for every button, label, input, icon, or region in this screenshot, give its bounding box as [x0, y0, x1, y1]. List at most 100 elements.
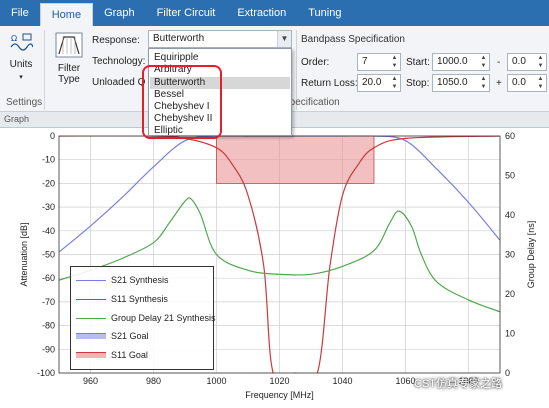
dropdown-option-elliptic[interactable]: Elliptic [154, 125, 183, 136]
y2-tick-label: 60 [505, 131, 515, 141]
highlight-annotation [142, 65, 222, 139]
dropdown-option-chebyshev-2[interactable]: Chebyshev II [154, 113, 213, 124]
s11-goal-region [216, 135, 375, 184]
chevron-down-icon[interactable]: ▼ [277, 31, 291, 47]
s11-synthesis-line [59, 136, 500, 373]
y-tick-label: -20 [42, 178, 55, 188]
legend-swatch-s11 [76, 299, 106, 300]
y-tick-label: -50 [42, 250, 55, 260]
offset2-value: 0.0 [512, 77, 526, 88]
x-tick-label: 1060 [395, 376, 415, 386]
spin-arrows-icon[interactable]: ▲ ▼ [537, 76, 544, 90]
legend-label-s21: S21 Synthesis [111, 275, 169, 285]
stop-value: 1050.0 [437, 77, 468, 88]
bandpass-spec-header: Bandpass Specification [301, 34, 405, 45]
y-tick-label: -30 [42, 202, 55, 212]
y-axis-label: Attenuation [dB] [19, 222, 29, 286]
dropdown-option-equiripple[interactable]: Equiripple [154, 52, 199, 63]
x-tick-label: 1000 [206, 376, 226, 386]
legend-swatch-s11-goal [76, 352, 106, 358]
tab-filter-circuit[interactable]: Filter Circuit [156, 7, 216, 19]
y-tick-label: -10 [42, 155, 55, 165]
start-label: Start: [406, 57, 430, 68]
offset1-value: 0.0 [512, 56, 526, 67]
legend-label-s11: S11 Synthesis [111, 294, 168, 304]
offset1-spinner[interactable]: 0.0 ▲ ▼ [507, 53, 547, 71]
s21-synthesis-line [59, 136, 500, 253]
y-tick-label: -80 [42, 321, 55, 331]
y-tick-label: -100 [37, 368, 55, 378]
x-tick-label: 1040 [332, 376, 352, 386]
order-spinner[interactable]: 7 ▲ ▼ [357, 53, 401, 71]
start-spinner[interactable]: 1000.0 ▲ ▼ [432, 53, 490, 71]
y2-tick-label: 50 [505, 171, 515, 181]
legend-swatch-s21-goal [76, 333, 106, 339]
units-button[interactable]: Ω Units ▾ [4, 32, 38, 83]
chevron-down-icon: ▾ [19, 74, 23, 81]
spin-arrows-icon[interactable]: ▲ ▼ [480, 55, 487, 69]
spin-arrows-icon[interactable]: ▲ ▼ [480, 76, 487, 90]
svg-text:Ω: Ω [11, 34, 17, 43]
tab-graph[interactable]: Graph [104, 7, 135, 19]
offset2-spinner[interactable]: 0.0 ▲ ▼ [507, 74, 547, 92]
units-label: Units [9, 59, 33, 70]
response-select[interactable]: Butterworth ▼ [148, 30, 292, 48]
dropdown-option-butterworth[interactable]: Butterworth [154, 77, 206, 88]
separator [44, 30, 45, 110]
ribbon: Ω Units ▾ Filter Type Response: Butterwo… [0, 26, 549, 112]
watermark: CST仿真专家之路 [414, 378, 502, 390]
return-loss-spinner[interactable]: 20.0 ▲ ▼ [357, 74, 401, 92]
units-icon: Ω [10, 33, 34, 51]
order-label: Order: [301, 57, 330, 68]
legend-label-s21-goal: S21 Goal [111, 331, 149, 341]
spin-arrows-icon[interactable]: ▲ ▼ [391, 55, 398, 69]
y-tick-label: -60 [42, 273, 55, 283]
y-tick-label: -70 [42, 297, 55, 307]
offset1-sign: - [497, 57, 501, 68]
technology-label: Technology: [92, 56, 146, 67]
chart-legend: S21 Synthesis S11 Synthesis Group Delay … [70, 266, 216, 370]
spin-arrows-icon[interactable]: ▲ ▼ [537, 55, 544, 69]
y2-tick-label: 0 [505, 368, 510, 378]
dropdown-option-arbitrary[interactable]: Arbitrary [154, 64, 192, 75]
tab-file[interactable]: File [11, 7, 29, 19]
settings-group-label: Settings [6, 97, 43, 108]
stop-spinner[interactable]: 1050.0 ▲ ▼ [432, 74, 490, 92]
specification-group-label: Specification [283, 97, 340, 108]
filter-type-button[interactable]: Filter Type [50, 32, 88, 85]
return-loss-value: 20.0 [362, 77, 382, 88]
order-value: 7 [362, 56, 368, 67]
unloaded-q-label: Unloaded Q [92, 77, 146, 88]
legend-label-s11-goal: S11 Goal [111, 350, 148, 360]
response-value: Butterworth [153, 33, 205, 44]
return-loss-label: Return Loss: [301, 78, 358, 89]
legend-swatch-gd21 [76, 318, 106, 319]
group-delay-21-line [59, 197, 500, 313]
separator [296, 30, 297, 110]
y2-tick-label: 10 [505, 329, 515, 339]
tab-home[interactable]: Home [39, 3, 94, 26]
x-tick-label: 980 [146, 376, 161, 386]
spin-arrows-icon[interactable]: ▲ ▼ [391, 76, 398, 90]
filter-type-icon [55, 32, 83, 58]
tab-tuning[interactable]: Tuning [308, 7, 342, 19]
x-tick-label: 1080 [458, 376, 478, 386]
plot-frame [58, 135, 501, 374]
legend-swatch-s21 [76, 280, 106, 281]
legend-label-gd21: Group Delay 21 Synthesis [111, 313, 216, 323]
graph-group-label: Graph [4, 114, 30, 124]
y2-tick-label: 20 [505, 289, 515, 299]
y-tick-label: -40 [42, 226, 55, 236]
y2-tick-label: 30 [505, 250, 515, 260]
y-tick-label: -90 [42, 344, 55, 354]
start-value: 1000.0 [437, 56, 468, 67]
dropdown-option-chebyshev-1[interactable]: Chebyshev I [154, 101, 210, 112]
dropdown-option-bessel[interactable]: Bessel [154, 89, 185, 100]
offset2-sign: + [496, 78, 502, 89]
menu-bar: File Home Graph Filter Circuit Extractio… [0, 0, 549, 26]
response-label: Response: [92, 35, 140, 46]
y2-axis-label: Group Delay [ns] [526, 221, 536, 289]
tab-extraction[interactable]: Extraction [237, 7, 287, 19]
y2-tick-label: 40 [505, 210, 515, 220]
stop-label: Stop: [406, 78, 430, 89]
